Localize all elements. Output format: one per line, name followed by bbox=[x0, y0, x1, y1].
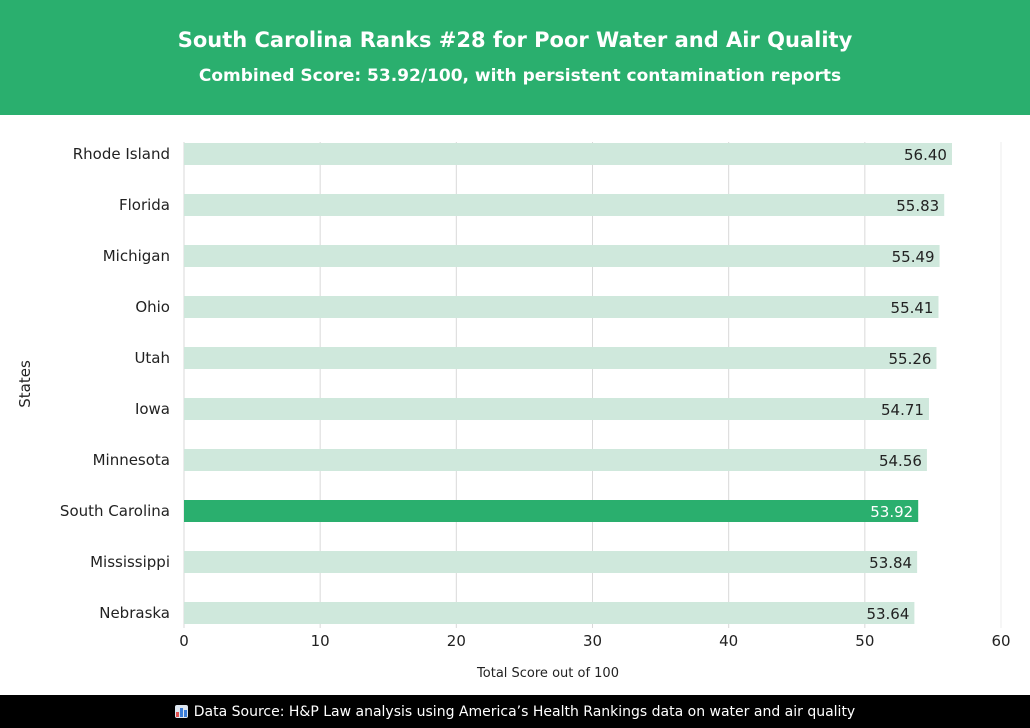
value-label: 53.84 bbox=[869, 554, 912, 572]
bar bbox=[184, 398, 929, 420]
bar bbox=[184, 143, 952, 165]
value-label: 55.49 bbox=[892, 248, 935, 266]
x-tick-label: 0 bbox=[179, 632, 189, 650]
category-label: Michigan bbox=[103, 247, 170, 265]
value-label: 56.40 bbox=[904, 146, 947, 164]
bar bbox=[184, 500, 919, 522]
value-label: 55.26 bbox=[889, 350, 932, 368]
bar-chart: States Total Score out of 100 Rhode Isla… bbox=[16, 142, 1011, 681]
bar-chart-icon bbox=[174, 705, 188, 718]
bar bbox=[184, 449, 927, 471]
bar bbox=[184, 245, 940, 267]
value-label: 55.41 bbox=[891, 299, 934, 317]
value-label: 53.64 bbox=[866, 605, 909, 623]
category-label: Mississippi bbox=[90, 553, 170, 571]
category-label: South Carolina bbox=[60, 502, 170, 520]
x-tick-label: 40 bbox=[719, 632, 738, 650]
bar bbox=[184, 296, 939, 318]
value-label: 54.56 bbox=[879, 452, 922, 470]
x-axis-title: Total Score out of 100 bbox=[476, 666, 619, 681]
x-tick-label: 10 bbox=[311, 632, 330, 650]
category-label: Ohio bbox=[135, 298, 170, 316]
x-tick-label: 20 bbox=[447, 632, 466, 650]
chart-header: South Carolina Ranks #28 for Poor Water … bbox=[0, 0, 1030, 115]
x-tick-label: 60 bbox=[991, 632, 1010, 650]
value-label: 53.92 bbox=[870, 503, 913, 521]
chart-footer: Data Source: H&P Law analysis using Amer… bbox=[0, 695, 1030, 728]
bar bbox=[184, 347, 937, 369]
value-label: 54.71 bbox=[881, 401, 924, 419]
x-tick-label: 50 bbox=[855, 632, 874, 650]
category-label: Iowa bbox=[135, 400, 170, 418]
data-source-text: Data Source: H&P Law analysis using Amer… bbox=[193, 703, 856, 720]
chart-subtitle: Combined Score: 53.92/100, with persiste… bbox=[198, 66, 842, 86]
bar bbox=[184, 551, 918, 573]
y-axis-title: States bbox=[16, 360, 34, 408]
category-label: Minnesota bbox=[93, 451, 170, 469]
x-tick-label: 30 bbox=[583, 632, 602, 650]
category-label: Rhode Island bbox=[73, 145, 170, 163]
bar bbox=[184, 194, 945, 216]
value-label: 55.83 bbox=[896, 197, 939, 215]
gridlines bbox=[183, 142, 1002, 628]
category-label: Nebraska bbox=[99, 604, 170, 622]
category-label: Florida bbox=[119, 196, 170, 214]
category-label: Utah bbox=[134, 349, 170, 367]
bar bbox=[184, 602, 915, 624]
chart-title: South Carolina Ranks #28 for Poor Water … bbox=[177, 28, 853, 52]
